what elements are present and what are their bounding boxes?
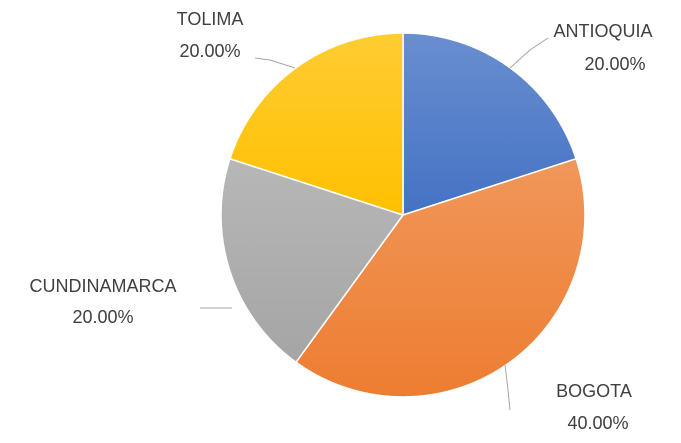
slice-label: ANTIOQUIA bbox=[553, 21, 652, 41]
slice-value-label: 20.00% bbox=[584, 54, 645, 74]
leader-line bbox=[504, 364, 511, 411]
slice-value-label: 40.00% bbox=[567, 413, 628, 433]
slice-label: CUNDINAMARCA bbox=[29, 276, 176, 296]
slice-label: BOGOTA bbox=[556, 381, 632, 401]
leader-line bbox=[509, 37, 549, 69]
leader-line bbox=[254, 57, 296, 69]
slice-label: TOLIMA bbox=[177, 9, 244, 29]
slice-value-label: 20.00% bbox=[179, 41, 240, 61]
pie-slice bbox=[294, 157, 586, 398]
pie-slice bbox=[228, 32, 404, 217]
pie-slice bbox=[220, 157, 405, 364]
slice-value-label: 20.00% bbox=[72, 307, 133, 327]
